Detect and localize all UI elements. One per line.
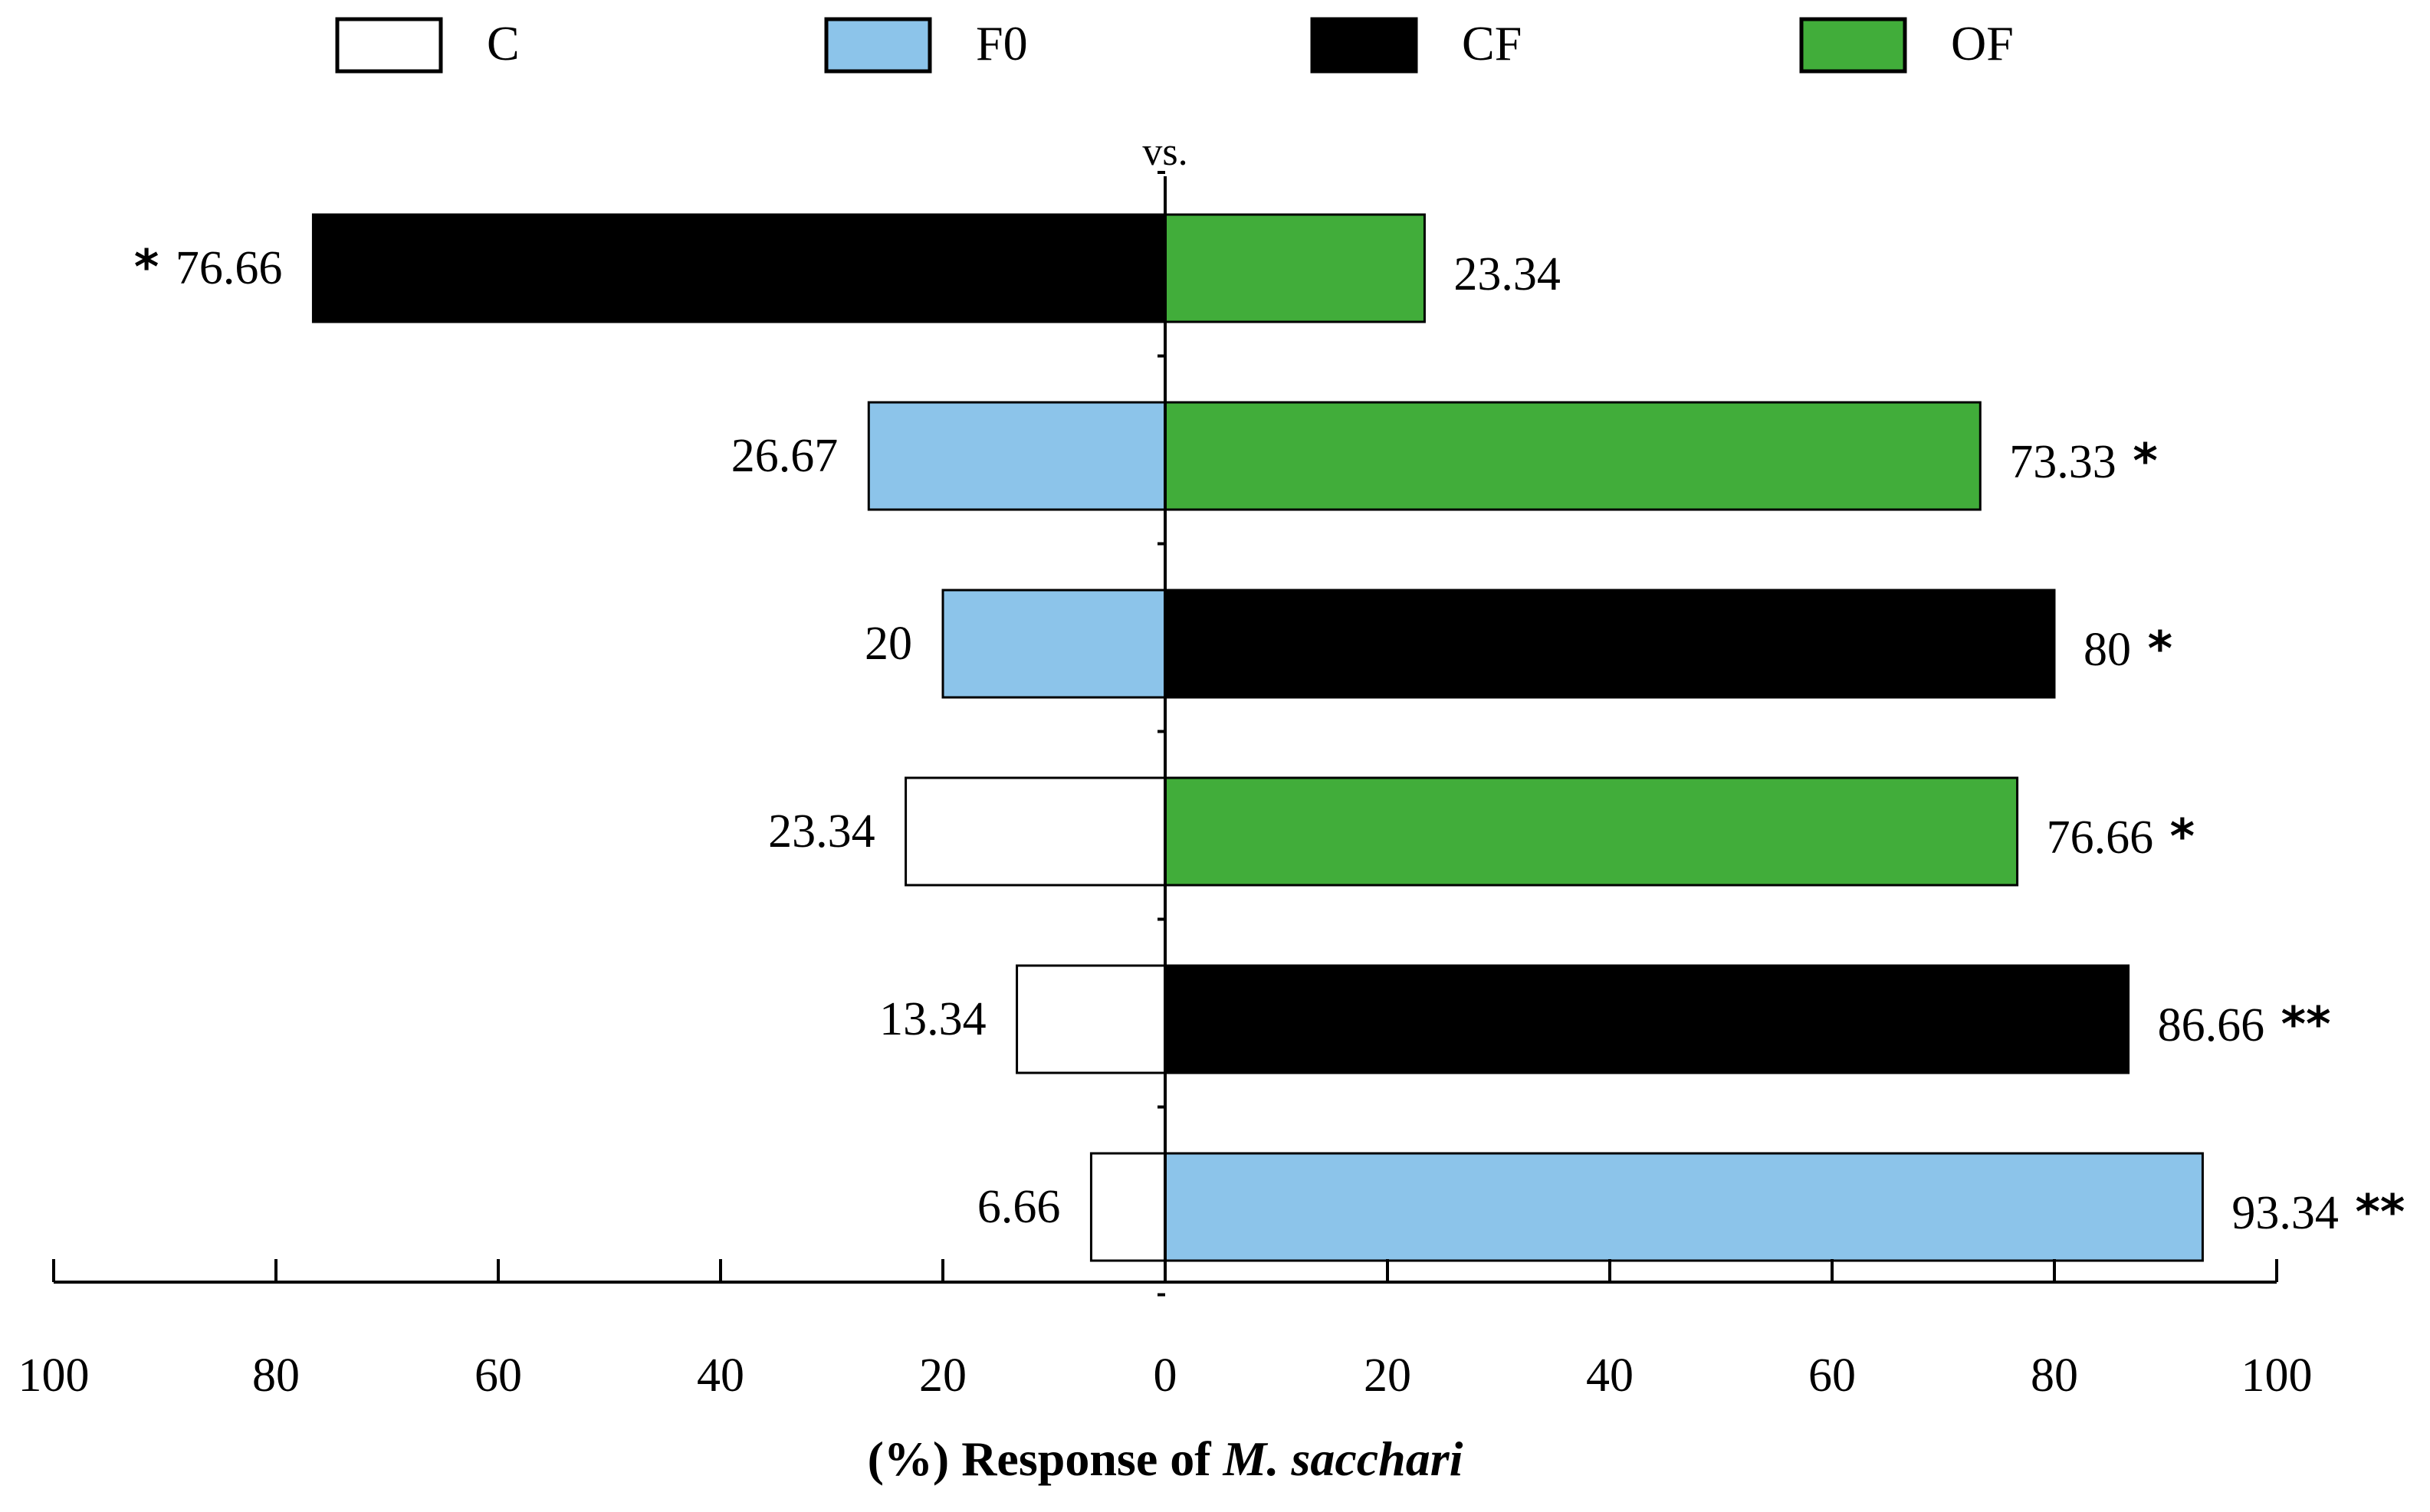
bar-row4-right-of xyxy=(1164,776,2019,887)
sig-marker-row4-right: * xyxy=(2153,808,2195,864)
value-label-row4-left: 23.34 xyxy=(768,805,875,858)
bar-row1-left-cf xyxy=(311,213,1167,323)
value-label-row3-right: 80 * xyxy=(2084,621,2172,677)
x-axis-title-prefix: (%) Response of xyxy=(868,1432,1223,1486)
value-label-row1-left: * 76.66 xyxy=(134,239,283,295)
x-tick-label: 20 xyxy=(919,1350,967,1402)
vs-label: vs. xyxy=(1142,130,1187,174)
sig-marker-row1-left: * xyxy=(134,239,176,295)
value-label-row1-right: 23.34 xyxy=(1453,248,1561,300)
value-label-row2-left: 26.67 xyxy=(731,430,839,482)
bar-row3-left-f0 xyxy=(941,589,1167,699)
value-row2-right: 73.33 xyxy=(2009,436,2116,488)
legend-label-c: C xyxy=(487,16,520,71)
x-tick-label: 60 xyxy=(1808,1350,1856,1402)
value-row6-right: 93.34 xyxy=(2231,1187,2339,1239)
value-row5-left: 13.34 xyxy=(879,993,987,1045)
bar-row5-right-cf xyxy=(1164,964,2130,1074)
legend-swatch-cf xyxy=(1310,17,1418,74)
bar-row6-right-f0 xyxy=(1164,1152,2204,1262)
bars: * 76.66 23.34 26.67 73.33 * 20 80 * 23.34 76.66… xyxy=(134,213,2405,1262)
x-tick-label: 100 xyxy=(2241,1350,2313,1402)
sig-marker-row2-right: * xyxy=(2116,433,2158,489)
sig-marker-row3-right: * xyxy=(2131,621,2172,677)
legend-label-of: OF xyxy=(1951,16,2014,71)
value-row3-left: 20 xyxy=(865,618,912,670)
value-label-row6-right: 93.34 ** xyxy=(2231,1184,2405,1240)
legend: C F0 CF OF xyxy=(335,16,2014,74)
value-label-row2-right: 73.33 * xyxy=(2009,433,2158,489)
legend-swatch-c xyxy=(335,17,443,74)
x-tick-label: 80 xyxy=(252,1350,300,1402)
value-row6-left: 6.66 xyxy=(977,1181,1061,1233)
axes: 100 80 60 40 20 0 20 40 60 80 100 xyxy=(18,171,2313,1402)
legend-label-f0: F0 xyxy=(976,16,1028,71)
x-tick-label: 40 xyxy=(697,1350,744,1402)
value-label-row5-right: 86.66 ** xyxy=(2158,996,2331,1052)
value-row2-left: 26.67 xyxy=(731,430,839,482)
bar-row5-left-c xyxy=(1016,964,1167,1074)
value-label-row5-left: 13.34 xyxy=(879,993,987,1045)
bar-row1-right-of xyxy=(1164,213,1426,323)
value-label-row3-left: 20 xyxy=(865,618,912,670)
x-tick-label: 40 xyxy=(1586,1350,1634,1402)
x-axis-title: (%) Response of M. sacchari xyxy=(868,1432,1463,1486)
value-row1-right: 23.34 xyxy=(1453,248,1561,300)
x-tick-label: 20 xyxy=(1364,1350,1411,1402)
value-label-row6-left: 6.66 xyxy=(977,1181,1061,1233)
bar-row2-right-of xyxy=(1164,401,1982,511)
value-row1-left: 76.66 xyxy=(176,242,283,294)
bar-row6-left-c xyxy=(1089,1152,1167,1262)
x-tick-label: 100 xyxy=(18,1350,90,1402)
legend-swatch-f0 xyxy=(824,17,932,74)
bar-row3-right-cf xyxy=(1164,589,2056,699)
value-row4-right: 76.66 xyxy=(2047,812,2154,864)
value-row3-right: 80 xyxy=(2084,624,2131,676)
bar-row2-left-f0 xyxy=(867,401,1167,511)
sig-marker-row5-right: ** xyxy=(2264,996,2330,1052)
x-tick-label: 80 xyxy=(2031,1350,2078,1402)
x-tick-label: 60 xyxy=(475,1350,522,1402)
legend-label-cf: CF xyxy=(1462,16,1522,71)
value-row4-left: 23.34 xyxy=(768,805,875,858)
bar-row4-left-c xyxy=(905,776,1167,887)
x-axis-title-species: M. sacchari xyxy=(1223,1432,1463,1486)
value-label-row4-right: 76.66 * xyxy=(2047,808,2195,864)
legend-swatch-of xyxy=(1799,17,1907,74)
sig-marker-row6-right: ** xyxy=(2339,1184,2405,1240)
x-tick-label: 0 xyxy=(1154,1350,1177,1402)
value-row5-right: 86.66 xyxy=(2158,999,2265,1051)
